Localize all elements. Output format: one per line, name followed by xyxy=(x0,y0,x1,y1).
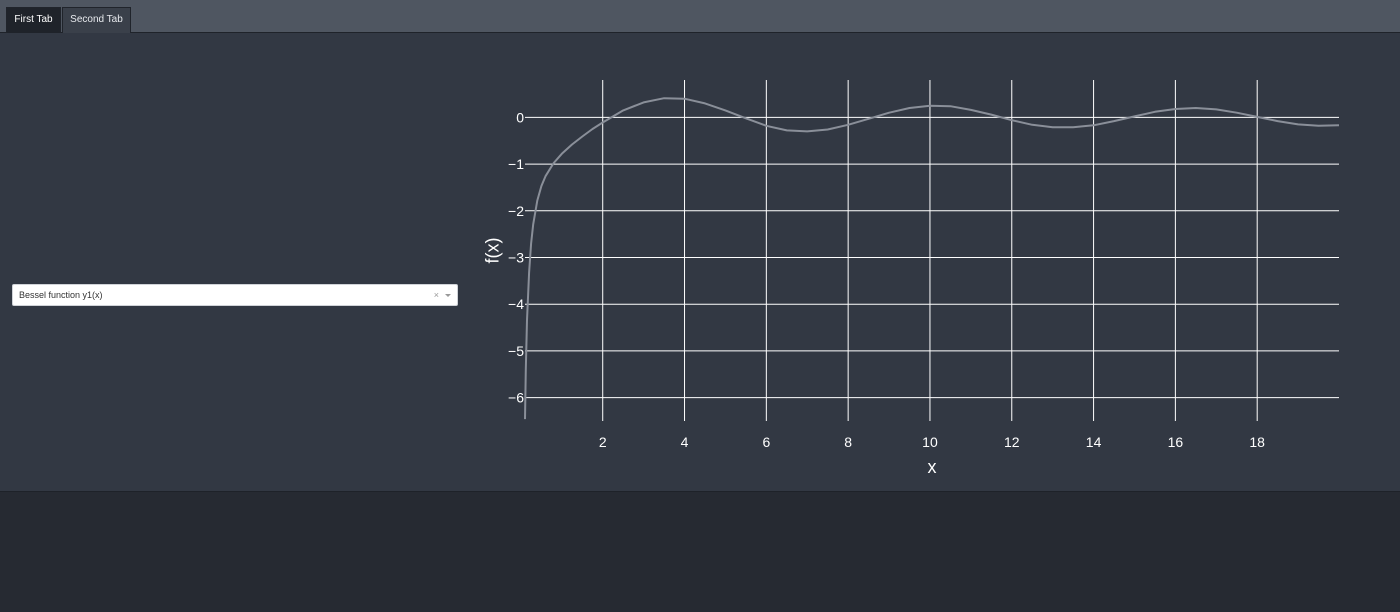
y-tick-label: −2 xyxy=(508,203,524,219)
y-axis-label: f(x) xyxy=(482,238,502,264)
x-tick-label: 14 xyxy=(1086,434,1102,450)
line-chart: 2 4 6 8 10 12 14 16 18 0 −1 −2 −3 −4 −5 −6 x f(x) xyxy=(482,80,1340,477)
y-tick-label: −3 xyxy=(508,250,524,266)
series-line xyxy=(524,97,1340,420)
tab-first[interactable]: First Tab xyxy=(6,7,61,33)
x-tick-labels: 2 4 6 8 10 12 14 16 18 xyxy=(599,434,1265,450)
y-tick-label: −5 xyxy=(508,343,524,359)
x-tick-label: 16 xyxy=(1168,434,1184,450)
x-tick-label: 2 xyxy=(599,434,607,450)
y-tick-label: −1 xyxy=(508,156,524,172)
tab-second[interactable]: Second Tab xyxy=(62,7,131,33)
y-tick-labels: 0 −1 −2 −3 −4 −5 −6 xyxy=(508,109,524,405)
x-gridlines xyxy=(602,80,1258,421)
x-tick-label: 6 xyxy=(762,434,770,450)
y-tick-label: 0 xyxy=(516,109,524,125)
x-tick-label: 12 xyxy=(1004,434,1020,450)
tab-bar: First Tab Second Tab xyxy=(0,0,1400,33)
chevron-down-icon[interactable] xyxy=(445,294,451,297)
y-tick-label: −6 xyxy=(508,390,524,406)
y-tick-label: −4 xyxy=(508,296,524,312)
x-tick-label: 4 xyxy=(681,434,689,450)
x-tick-label: 18 xyxy=(1249,434,1265,450)
dropdown-selected-value: Bessel function y1(x) xyxy=(19,290,103,300)
function-select-dropdown[interactable]: Bessel function y1(x) × xyxy=(12,284,458,306)
x-axis-label: x xyxy=(928,457,937,477)
x-tick-label: 10 xyxy=(922,434,938,450)
clear-icon[interactable]: × xyxy=(433,290,439,300)
y-gridlines xyxy=(525,116,1339,399)
series-layer xyxy=(524,97,1340,420)
x-tick-label: 8 xyxy=(844,434,852,450)
